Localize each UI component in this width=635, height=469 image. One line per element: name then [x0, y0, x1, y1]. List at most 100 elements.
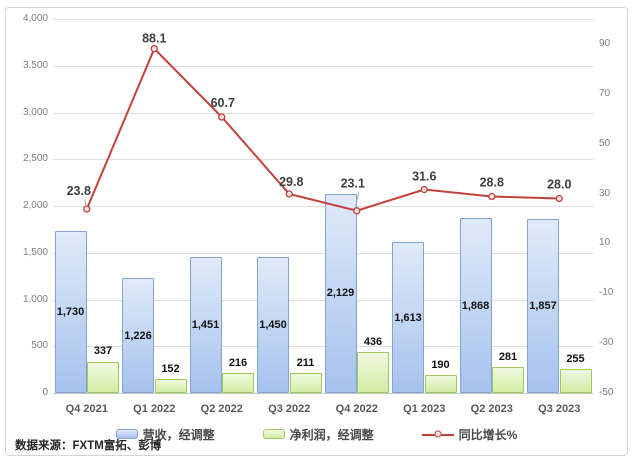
gridline — [53, 346, 593, 348]
profit-bar — [87, 361, 119, 393]
profit-swatch-icon — [262, 429, 285, 439]
profit-bar — [424, 375, 457, 393]
revenue-bar — [459, 218, 492, 393]
growth-value-label: 29.8 — [279, 175, 303, 189]
legend-item-profit: 净利润，经调整 — [262, 426, 374, 443]
legend-label-growth: 同比增长% — [458, 427, 518, 442]
gridline — [53, 393, 593, 394]
category-label: Q2 2022 — [200, 403, 243, 415]
profit-bar — [222, 372, 254, 393]
right-axis-tick: 70 — [599, 87, 611, 99]
right-axis-tick: 10 — [599, 237, 611, 249]
revenue-bar — [54, 231, 87, 393]
left-axis-tick: 500 — [31, 340, 48, 352]
revenue-bar — [189, 257, 222, 393]
gridline — [53, 252, 593, 254]
revenue-swatch-icon — [115, 429, 138, 439]
legend-item-revenue: 营收，经调整 — [115, 426, 215, 443]
revenue-bar-value: 1,857 — [529, 300, 557, 313]
legend-label-revenue: 营收，经调整 — [142, 427, 215, 442]
category-label: Q1 2023 — [403, 403, 446, 415]
left-axis-tick: 1,000 — [22, 293, 48, 305]
growth-value-label: 31.6 — [412, 170, 436, 184]
category-label: Q1 2022 — [133, 403, 176, 415]
profit-bar-value: 281 — [498, 350, 518, 363]
profit-bar-value: 436 — [363, 336, 383, 349]
gridline — [53, 159, 593, 161]
revenue-bar-value: 1,730 — [56, 306, 85, 319]
revenue-bar-value: 2,129 — [326, 287, 355, 300]
left-axis-tick: 1,500 — [22, 246, 48, 258]
profit-bar-value: 152 — [161, 362, 180, 375]
legend: 营收，经调整 净利润，经调整 同比增长% — [46, 426, 587, 442]
category-label: Q3 2023 — [538, 403, 581, 415]
legend-label-profit: 净利润，经调整 — [289, 427, 374, 442]
plot-area: 1,730 1,226 1,451 1,450 2,129 1,613 1,868 1,857… — [53, 19, 593, 394]
profit-bar-value: 337 — [93, 345, 113, 358]
growth-marker — [285, 190, 293, 198]
right-value-axis: 90 70 50 30 10 -10 -30 -50 — [599, 8, 629, 455]
revenue-bar — [392, 242, 424, 393]
growth-marker — [150, 45, 158, 53]
profit-bar — [492, 366, 524, 393]
category-label: Q4 2022 — [335, 403, 378, 415]
growth-marker — [420, 185, 428, 194]
label-leader-line — [355, 191, 360, 207]
revenue-bar-value: 1,868 — [461, 299, 490, 312]
gridline — [53, 112, 593, 114]
right-axis-tick: 90 — [599, 37, 611, 49]
right-axis-tick: 30 — [599, 187, 611, 199]
left-axis-tick: 0 — [42, 387, 48, 398]
profit-bar-value: 211 — [296, 357, 315, 370]
growth-value-label: 88.1 — [142, 32, 166, 46]
growth-line — [85, 46, 560, 212]
revenue-bar-value: 1,450 — [259, 319, 287, 332]
right-axis-tick: -30 — [599, 337, 614, 349]
revenue-bar-value: 1,451 — [191, 319, 220, 332]
revenue-bar — [122, 278, 154, 393]
growth-marker — [555, 194, 563, 203]
gridline — [53, 65, 593, 67]
gridline — [53, 19, 593, 20]
growth-line-swatch-icon — [421, 430, 454, 439]
right-axis-tick: -10 — [599, 287, 614, 299]
line-series-layer: 23.8 88.1 60.7 29.8 23.1 31.6 28.8 28.0 — [67, 32, 571, 215]
left-axis-tick: 4,000 — [22, 13, 48, 24]
profit-bar — [357, 352, 389, 393]
growth-value-label: 28.0 — [547, 178, 571, 192]
profit-bar-value: 255 — [566, 353, 585, 366]
label-leader-line — [84, 198, 87, 206]
source-note: 数据来源：FXTM富拓、彭博 — [15, 440, 162, 452]
category-label: Q2 2023 — [470, 403, 513, 415]
growth-marker — [83, 205, 91, 213]
growth-value-label: 60.7 — [211, 96, 235, 110]
right-axis-tick: -50 — [599, 387, 614, 398]
revenue-bar-value: 1,226 — [124, 329, 152, 342]
left-axis-tick: 2,500 — [22, 153, 48, 165]
growth-marker — [488, 192, 496, 201]
left-axis-tick: 2,000 — [22, 200, 48, 211]
revenue-bar-value: 1,613 — [394, 311, 422, 324]
profit-bar-value: 190 — [431, 359, 450, 372]
revenue-bar — [527, 219, 559, 393]
category-label: Q4 2021 — [65, 403, 108, 415]
chart-frame: 1,730 1,226 1,451 1,450 2,129 1,613 1,868 1,857… — [5, 7, 628, 456]
left-axis-tick: 3,000 — [22, 106, 48, 118]
profit-bar-value: 216 — [228, 356, 248, 369]
growth-value-label: 28.8 — [480, 176, 504, 190]
category-label: Q3 2022 — [268, 403, 311, 415]
profit-bar — [289, 373, 322, 393]
profit-bar — [559, 369, 592, 393]
left-axis-tick: 3,500 — [22, 59, 48, 71]
gridline — [53, 206, 593, 207]
revenue-bar — [324, 193, 357, 393]
growth-value-label: 23.8 — [67, 184, 91, 198]
right-axis-tick: 50 — [599, 137, 611, 149]
growth-marker — [353, 207, 361, 215]
gridline — [53, 299, 593, 301]
profit-bar — [154, 378, 187, 393]
growth-marker — [218, 113, 226, 121]
legend-item-growth: 同比增长% — [421, 426, 518, 443]
left-value-axis: 4,000 3,500 3,000 2,500 2,000 1,500 1,000 500 0 — [6, 8, 48, 455]
growth-value-label: 23.1 — [341, 177, 365, 191]
